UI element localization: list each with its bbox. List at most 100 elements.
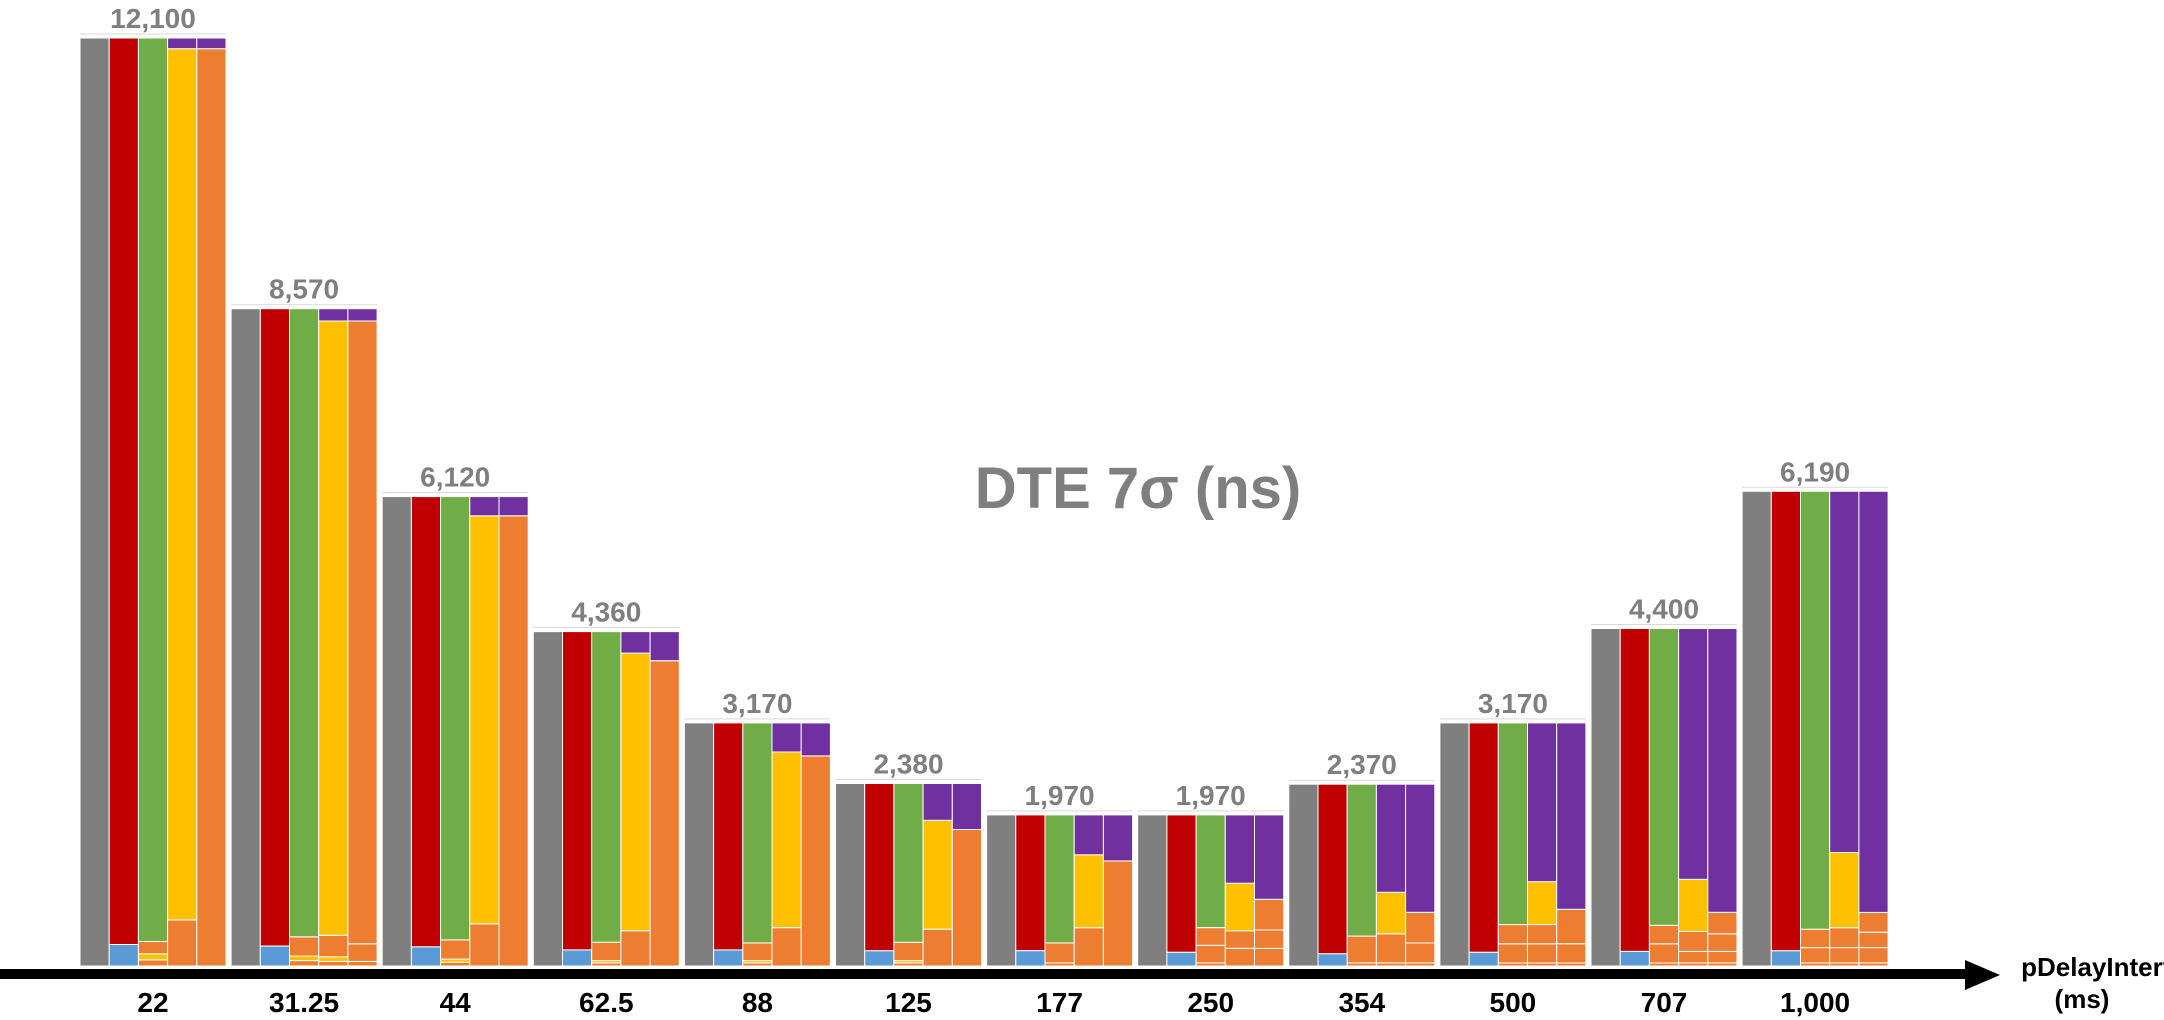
bar-segment [1288, 783, 1319, 967]
bar-segment [1166, 814, 1197, 953]
bar-segment [800, 722, 831, 757]
total-label: 2,370 [1327, 749, 1397, 780]
bar-segment [1073, 927, 1104, 967]
bar-segment [1015, 950, 1046, 967]
bar-segment [318, 320, 349, 936]
bar-segment [1073, 854, 1104, 929]
bar-segment [649, 631, 680, 662]
bar-segment [1224, 947, 1256, 967]
bar-segment [1015, 814, 1046, 952]
bar-segment [591, 631, 622, 943]
bar-segment [1619, 950, 1650, 967]
x-axis [0, 960, 2000, 990]
bar-segment [1527, 881, 1558, 925]
bar-segment [1166, 951, 1197, 967]
bar-segment [1648, 628, 1680, 926]
bar-segment [1044, 942, 1075, 964]
bar-group-62.5 [532, 627, 680, 967]
bar-segment [196, 48, 227, 967]
bar-segment [1829, 947, 1860, 964]
bar-segment [1800, 947, 1831, 964]
bar-segment [1405, 942, 1436, 964]
bar-segment [1858, 931, 1889, 949]
tick-label: 31.25 [269, 987, 339, 1018]
bar-segment [713, 722, 744, 951]
bar-group-177 [986, 810, 1134, 967]
bar-segment [1195, 944, 1226, 964]
total-label: 4,400 [1629, 594, 1699, 625]
bar-segment [108, 944, 139, 967]
bar-group-31.25 [230, 304, 378, 967]
total-label: 1,970 [1176, 780, 1246, 811]
bar-segment [347, 320, 378, 945]
bar-segment [1468, 951, 1499, 967]
bar-group-125 [835, 778, 982, 967]
bar-segment [1497, 722, 1529, 926]
bar-segment [1317, 953, 1348, 967]
bar-group-707 [1590, 624, 1738, 967]
total-label: 2,380 [873, 749, 943, 780]
bar-segment [1829, 490, 1860, 853]
bar-segment [1678, 950, 1709, 964]
bar-segment [1346, 783, 1377, 937]
bar-segment [1497, 924, 1529, 945]
bar-segment [713, 949, 744, 967]
bar-segment [1195, 814, 1226, 929]
bar-segment [986, 814, 1017, 967]
bar-segment [137, 959, 169, 967]
bar-segment [649, 660, 680, 967]
tick-label: 500 [1490, 987, 1537, 1018]
bar-segment [893, 941, 924, 962]
bar-segment [440, 496, 471, 941]
bar-segment [1405, 911, 1436, 944]
bar-segment [591, 941, 622, 962]
bar-segment [864, 783, 895, 952]
bar-segment [1707, 933, 1738, 952]
bar-segment [1800, 490, 1831, 930]
tick-label: 88 [742, 987, 773, 1018]
bar-segment [1858, 947, 1889, 964]
total-label: 12,100 [110, 3, 196, 34]
bar-segment [1405, 783, 1436, 913]
bar-segment [318, 960, 349, 967]
bar-segment [469, 496, 500, 517]
bar-group-250 [1137, 810, 1285, 967]
bar-group-500 [1439, 718, 1587, 967]
bar-segment [1195, 927, 1226, 946]
tick-label: 44 [440, 987, 472, 1018]
bar-segment [289, 936, 320, 957]
bar-segment [1254, 947, 1285, 967]
bar-segment [347, 960, 378, 967]
bar-segment [1468, 722, 1499, 953]
tick-label: 707 [1641, 987, 1688, 1018]
bar-segment [137, 953, 169, 961]
bar-segment [440, 939, 471, 960]
bar-segment [289, 308, 320, 938]
bar-segment [1770, 490, 1802, 952]
total-label: 3,170 [722, 688, 792, 719]
bar-segment [498, 515, 529, 967]
bar-segment [498, 496, 529, 517]
bar-segment [1590, 628, 1621, 967]
total-label: 1,970 [1025, 780, 1095, 811]
bar-segment [1224, 930, 1256, 949]
bar-segment [1375, 783, 1407, 893]
bar-segment [1073, 814, 1104, 856]
bar-segment [1317, 783, 1348, 955]
x-axis-title-unit: (ms) [2055, 984, 2110, 1014]
bar-segment [835, 783, 866, 967]
bar-segment [1678, 628, 1709, 880]
bar-segment [771, 722, 802, 753]
bar-segment [289, 955, 320, 962]
bar-segment [1858, 911, 1889, 933]
bar-segment [1137, 814, 1168, 967]
bar-group-1,000 [1741, 486, 1889, 967]
bar-segment [1619, 628, 1650, 952]
bars-layer [79, 33, 1889, 967]
bar-segment [230, 308, 261, 967]
bar-segment [1648, 943, 1680, 964]
bar-segment [951, 829, 982, 967]
bar-segment [1707, 911, 1738, 935]
bar-group-22 [79, 33, 227, 967]
